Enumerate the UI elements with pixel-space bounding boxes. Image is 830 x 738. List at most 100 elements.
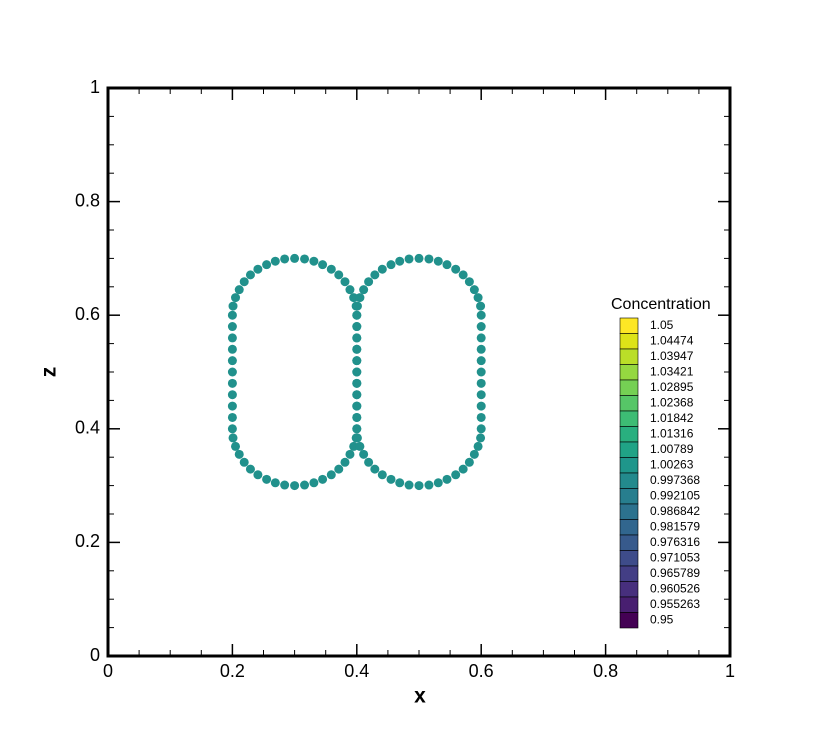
point [451,470,461,480]
point [442,474,452,484]
point [451,264,461,274]
colorbar-label: 0.960526 [650,581,700,595]
x-tick-label: 0.6 [469,661,494,681]
point [245,464,255,474]
point [458,464,468,474]
point [334,270,344,280]
point [349,441,359,451]
colorbar-label: 0.992105 [650,488,700,502]
colorbar-label: 0.976316 [650,535,700,549]
colorbar-swatch [619,534,639,551]
point [355,441,365,451]
point [424,480,434,490]
point [476,322,486,332]
point [326,264,336,274]
colorbar-swatch [619,333,639,350]
point [231,293,241,303]
colorbar-swatch [619,379,639,396]
point [386,260,396,270]
point [364,457,374,467]
colorbar-swatch [619,519,639,536]
point [352,378,362,388]
point [345,449,355,459]
point [352,412,362,422]
point [270,256,280,266]
point [352,433,362,443]
point [476,401,486,411]
colorbar-swatch [619,596,639,613]
point [352,356,362,366]
point [352,301,362,311]
colorbar-swatch [619,348,639,365]
x-tick-label: 0.2 [220,661,245,681]
point [352,322,362,332]
colorbar-swatch [619,441,639,458]
colorbar-label: 1.02368 [650,395,694,409]
point [352,310,362,320]
x-tick-label: 0.8 [593,661,618,681]
colorbar-label: 0.971053 [650,550,700,564]
point [309,256,319,266]
colorbar-label: 1.01316 [650,426,694,440]
point [300,480,310,490]
point [476,433,486,443]
colorbar-label: 0.95 [650,612,674,626]
point [334,464,344,474]
colorbar-label: 1.02895 [650,380,694,394]
y-axis-label: z [38,367,61,378]
point [414,253,424,263]
point [476,367,486,377]
colorbar-label: 0.986842 [650,504,700,518]
point [370,464,380,474]
point [227,378,237,388]
point [253,470,263,480]
point [280,480,290,490]
point [352,401,362,411]
point [227,390,237,400]
y-tick-label: 1 [90,77,100,97]
point [340,457,350,467]
point [262,474,272,484]
point [352,390,362,400]
point [300,254,310,264]
colorbar-label: 1.01842 [650,411,694,425]
colorbar-swatch [619,565,639,582]
point [464,277,474,287]
colorbar-label: 0.955263 [650,597,700,611]
y-tick-label: 0 [90,645,100,665]
point [458,270,468,280]
colorbar-swatch [619,317,639,334]
colorbar-swatch [619,550,639,567]
colorbar-label: 1.05 [650,318,674,332]
point [414,481,424,491]
y-tick-label: 0.2 [75,531,100,551]
point [476,390,486,400]
point [253,264,263,274]
point [245,270,255,280]
point [476,356,486,366]
x-tick-label: 0.4 [344,661,369,681]
colorbar-swatch [619,364,639,381]
colorbar-label: 1.03421 [650,364,694,378]
point [377,264,387,274]
y-tick-label: 0.6 [75,304,100,324]
point [359,449,369,459]
point [349,293,359,303]
point [395,256,405,266]
point [318,474,328,484]
point [345,285,355,295]
x-axis-label: x [414,685,426,708]
x-tick-label: 0 [103,661,113,681]
point [340,277,350,287]
point [318,260,328,270]
colorbar-swatch [619,410,639,427]
colorbar-label: 1.03947 [650,349,694,363]
colorbar-label: 1.00789 [650,442,694,456]
point [290,481,300,491]
point [227,412,237,422]
point [227,356,237,366]
y-tick-label: 0.8 [75,190,100,210]
colorbar-swatch [619,612,639,629]
point [359,285,369,295]
colorbar-title: Concentration [611,296,711,313]
